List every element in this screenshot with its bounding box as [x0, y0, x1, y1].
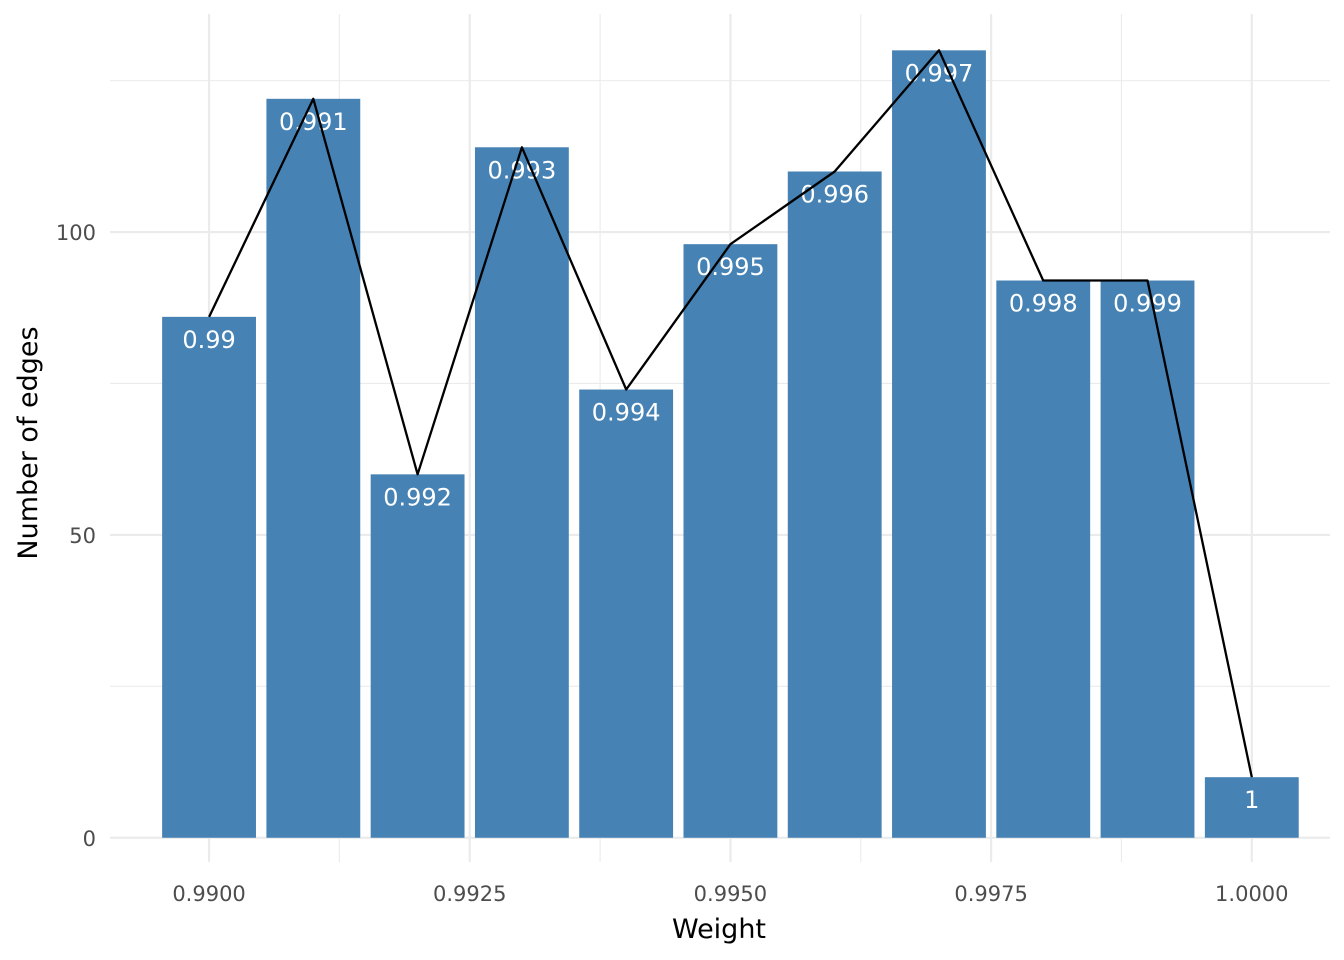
bar — [892, 50, 986, 838]
bar-label: 0.99 — [182, 326, 235, 354]
y-tick-label: 50 — [69, 524, 96, 548]
trend-line — [208, 49, 1253, 778]
bar — [996, 280, 1091, 838]
y-tick-label: 0 — [83, 827, 96, 851]
y-tick-label: 100 — [56, 221, 96, 245]
y-tick-labels: 0 50 100 — [56, 221, 96, 851]
bar — [1100, 280, 1195, 838]
y-axis-title: Number of edges — [13, 326, 44, 559]
trend-line-path — [208, 49, 1253, 778]
bar — [474, 147, 569, 838]
x-tick-label: 1.0000 — [1215, 882, 1288, 906]
bar-label: 0.994 — [592, 399, 661, 427]
bar — [1204, 777, 1299, 838]
bars — [162, 50, 1299, 838]
x-tick-label: 0.9925 — [433, 882, 506, 906]
bar-label: 0.998 — [1009, 290, 1078, 318]
bar — [683, 244, 778, 838]
bar-label: 0.999 — [1113, 290, 1182, 318]
bar — [370, 474, 465, 838]
x-tick-label: 0.9900 — [172, 882, 245, 906]
bar-label: 0.996 — [800, 180, 869, 208]
bar — [787, 171, 882, 838]
bar-label: 1 — [1244, 786, 1259, 814]
bar — [266, 98, 361, 838]
bar-label: 0.992 — [383, 483, 452, 511]
x-axis-title: Weight — [672, 914, 766, 945]
bar-label: 0.991 — [279, 108, 348, 136]
bar-label: 0.997 — [905, 59, 974, 87]
x-tick-labels: 0.9900 0.9925 0.9950 0.9975 1.0000 — [172, 882, 1288, 906]
bar — [579, 389, 674, 838]
bar-label: 0.993 — [488, 156, 557, 184]
bar-labels: 0.990.9910.9920.9930.9940.9950.9960.9970… — [182, 59, 1259, 814]
bar — [162, 316, 256, 838]
x-tick-label: 0.9950 — [694, 882, 767, 906]
x-tick-label: 0.9975 — [954, 882, 1027, 906]
